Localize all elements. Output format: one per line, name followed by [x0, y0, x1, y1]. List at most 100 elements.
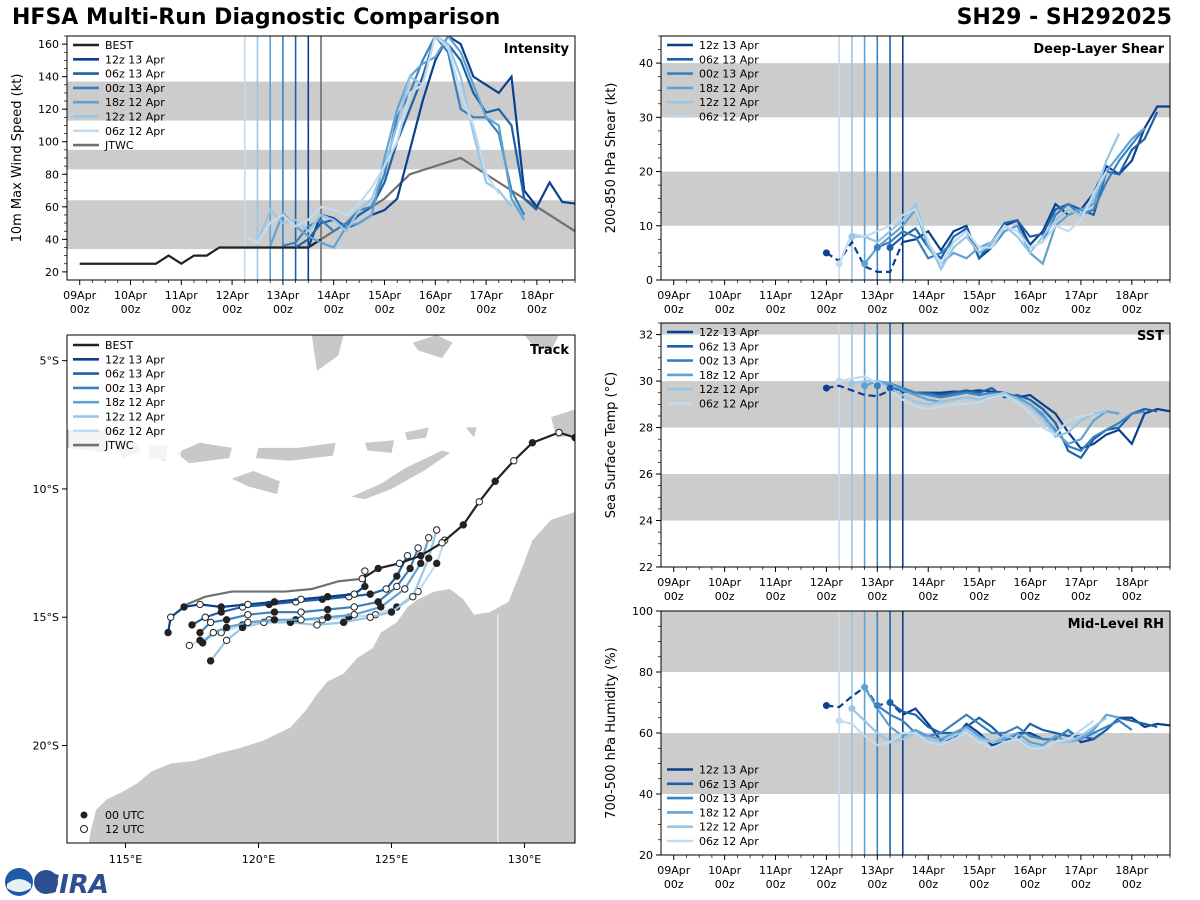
track-point [222, 636, 231, 645]
shear-legend-label: 00z 13 Apr [699, 68, 759, 81]
sst-xtick-label: 16Apr [1014, 576, 1048, 589]
island-land [176, 442, 232, 464]
intensity-xtick-label-hour: 00z [527, 303, 547, 316]
shear-xtick-label: 18Apr [1115, 289, 1149, 302]
rh-xtick-label-hour: 00z [715, 878, 735, 891]
shear-init-point [848, 233, 856, 241]
intensity-xtick-label: 11Apr [165, 289, 199, 302]
intensity-ytick-label: 60 [45, 201, 59, 214]
intensity-ylabel: 10m Max Wind Speed (kt) [10, 74, 25, 243]
track-point [323, 613, 332, 621]
intensity-ytick-label: 140 [38, 71, 59, 84]
track-point [403, 551, 412, 560]
sst-xtick-label: 18Apr [1115, 576, 1149, 589]
track-ytick-label: 10°S [33, 483, 59, 496]
sst-ylabel: Sea Surface Temp (°C) [604, 372, 619, 519]
track-ytick-label: 20°S [33, 740, 59, 753]
rh-legend-label: 00z 13 Apr [699, 792, 759, 805]
track-point [366, 590, 374, 598]
sst-init-point [848, 379, 856, 387]
rh-ytick-label: 60 [639, 727, 653, 740]
track-point [406, 564, 414, 573]
track-map-area [67, 335, 575, 843]
sst-ytick-label: 30 [639, 375, 653, 388]
sst-init-point [822, 384, 830, 392]
intensity-xtick-label-hour: 00z [70, 303, 90, 316]
track-point [188, 621, 196, 629]
sst-xtick-label: 11Apr [759, 576, 793, 589]
intensity-legend-label: JTWC [104, 139, 134, 152]
rh-xtick-label: 15Apr [963, 864, 997, 877]
sst-ytick-label: 28 [639, 422, 653, 435]
rh-legend-label: 12z 13 Apr [699, 764, 759, 777]
shear-init-point [822, 249, 830, 257]
track-title: Track [530, 343, 569, 358]
track-point [217, 603, 225, 611]
shear-xtick-label: 09Apr [657, 289, 691, 302]
intensity-xtick-label: 12Apr [216, 289, 250, 302]
shear-ytick-label: 40 [639, 57, 653, 70]
rh-plot-area [661, 611, 1170, 855]
track-point [459, 521, 467, 529]
intensity-xtick-label: 17Apr [470, 289, 504, 302]
intensity-legend-label: 12z 13 Apr [105, 53, 165, 66]
cira-logo: CIRA [5, 868, 109, 898]
intensity-ytick-label: 40 [45, 233, 59, 246]
sst-xtick-label-hour: 00z [817, 590, 837, 603]
track-point [206, 657, 215, 665]
track-legend-label: BEST [105, 339, 133, 352]
shear-xtick-label-hour: 00z [1071, 303, 1091, 316]
shear-xtick-label: 11Apr [759, 289, 793, 302]
island-land [524, 335, 560, 351]
rh-init-point [835, 717, 843, 725]
intensity-ytick-label: 160 [38, 38, 59, 51]
intensity-legend-label: 18z 12 Apr [105, 96, 165, 109]
shear-init-point [835, 260, 843, 268]
page-title: HFSA Multi-Run Diagnostic Comparison [12, 5, 501, 30]
intensity-xtick-label-hour: 00z [222, 303, 242, 316]
island-land [351, 450, 450, 500]
track-point [196, 628, 204, 637]
noaa-bird-icon [7, 879, 31, 892]
shear-init-point [886, 243, 894, 251]
intensity-xtick-label: 16Apr [419, 289, 453, 302]
shear-band [661, 63, 1170, 118]
rh-init-point [886, 699, 894, 706]
sst-init-point [873, 382, 881, 390]
intensity-xtick-label: 09Apr [63, 289, 97, 302]
storm-id: SH29 - SH292025 [956, 5, 1172, 30]
sst-series-06z-12-apr [838, 375, 1094, 436]
sst-xtick-label: 12Apr [810, 576, 844, 589]
rh-init-point [848, 705, 856, 713]
track-ytick-label: 5°S [40, 355, 59, 368]
rh-ytick-label: 100 [632, 605, 653, 618]
track-legend-label: 12z 13 Apr [105, 353, 165, 366]
shear-ytick-label: 10 [639, 220, 653, 233]
island-land [255, 442, 336, 461]
rh-xtick-label: 11Apr [759, 864, 793, 877]
shear-xtick-label-hour: 00z [664, 303, 684, 316]
rh-panel: 2040608010009Apr00z10Apr00z11Apr00z12Apr… [604, 605, 1171, 891]
track-point [270, 616, 279, 624]
sst-xtick-label: 14Apr [912, 576, 946, 589]
sst-plot-area [661, 323, 1170, 567]
shear-ylabel: 200-850 hPa Shear (kt) [604, 83, 619, 234]
island-land [231, 470, 280, 495]
track-point [244, 610, 252, 619]
sst-xtick-label: 15Apr [963, 576, 997, 589]
sst-legend-label: 12z 12 Apr [699, 383, 759, 396]
rh-xtick-label: 16Apr [1014, 864, 1048, 877]
track-point [297, 595, 305, 603]
track-point [382, 585, 390, 593]
track-xtick-label: 125°E [375, 853, 408, 866]
track-jtwc [186, 577, 363, 606]
track-point [270, 598, 279, 606]
rh-xtick-label-hour: 00z [969, 878, 989, 891]
intensity-xtick-label: 15Apr [368, 289, 402, 302]
rh-ytick-label: 40 [639, 788, 653, 801]
track-point [417, 551, 425, 560]
rh-xtick-label: 17Apr [1064, 864, 1098, 877]
shear-series-18z-12-apr [863, 127, 1146, 266]
track-point [366, 613, 374, 621]
track-xtick-label: 120°E [242, 853, 275, 866]
